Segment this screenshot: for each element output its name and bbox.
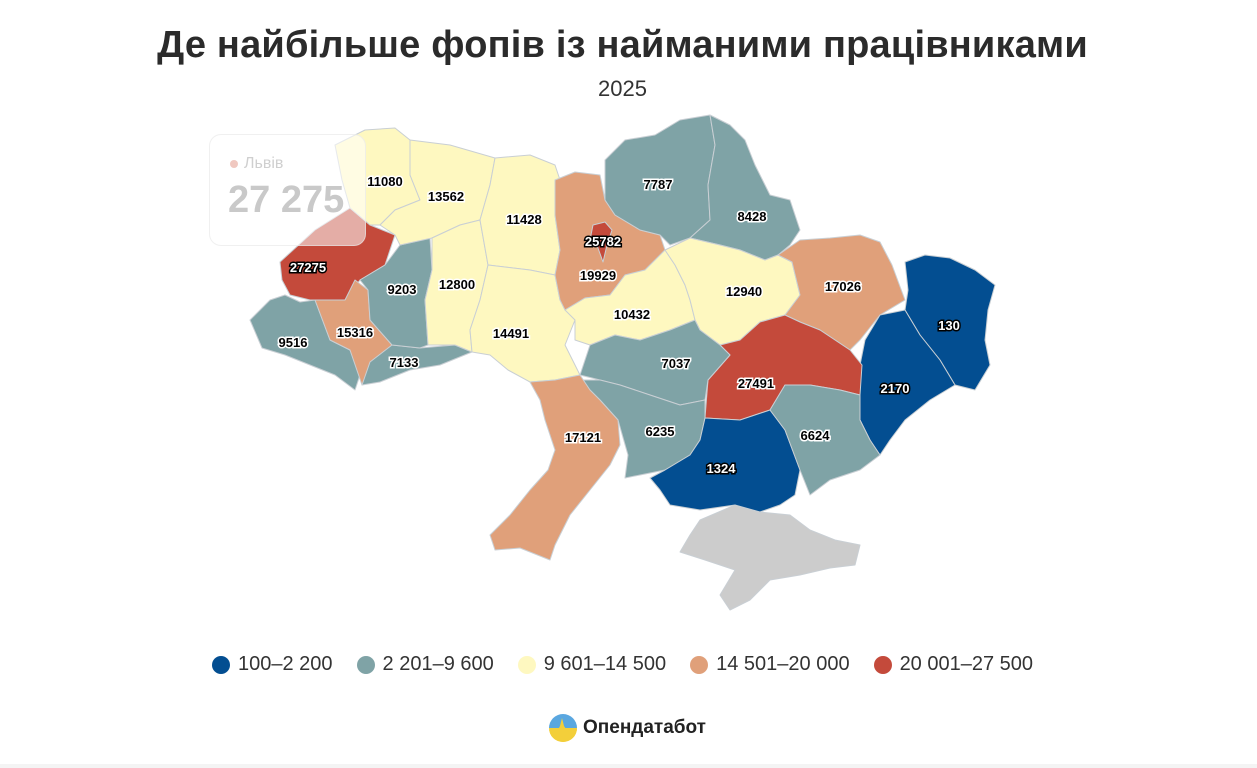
label-zakarpattia: 9516 [279, 335, 308, 350]
region-kharkiv[interactable] [777, 234, 906, 351]
label-cherkasy: 10432 [614, 307, 650, 322]
legend-item-bin1[interactable]: 100–2 200 [211, 653, 333, 676]
legend-dot-icon [356, 655, 375, 674]
label-kyiv-oblast: 19929 [580, 268, 616, 283]
label-ivano-frankivsk: 15316 [337, 325, 373, 340]
legend-label: 20 001–27 500 [899, 653, 1034, 675]
ukraine-map: 11080 13562 11428 25782 19929 7787 8428 … [249, 114, 996, 611]
label-poltava: 12940 [726, 284, 762, 299]
region-kherson[interactable] [649, 409, 801, 513]
legend-item-bin2[interactable]: 2 201–9 600 [356, 653, 494, 676]
label-khmelnytskyi: 12800 [439, 277, 475, 292]
label-dnipro: 27491 [738, 376, 774, 391]
label-luhansk: 130 [938, 318, 960, 333]
legend-item-bin4[interactable]: 14 501–20 000 [690, 653, 850, 676]
label-kherson: 1324 [707, 461, 737, 476]
brand-name: Опендатабот [583, 717, 706, 738]
footer-strip [0, 764, 1257, 768]
label-chernihiv: 7787 [644, 177, 673, 192]
legend-label: 100–2 200 [237, 653, 333, 675]
label-zhytomyr: 11428 [506, 212, 541, 227]
legend-item-bin3[interactable]: 9 601–14 500 [517, 653, 667, 676]
legend-label: 14 501–20 000 [716, 653, 850, 675]
region-tooltip: Львів 27 275 [209, 134, 366, 246]
legend: 100–2 200 2 201–9 600 9 601–14 500 14 50… [0, 653, 1245, 676]
label-volyn: 11080 [367, 174, 402, 189]
label-donetsk: 2170 [881, 381, 910, 396]
legend-item-bin5[interactable]: 20 001–27 500 [873, 653, 1034, 676]
legend-dot-icon [517, 655, 536, 674]
tooltip-region-name: Львів [244, 155, 284, 172]
label-kirovohrad: 7037 [662, 356, 691, 371]
label-kyiv-city: 25782 [585, 234, 621, 249]
region-crimea[interactable] [679, 504, 861, 611]
legend-dot-icon [211, 655, 230, 674]
tooltip-value: 27 275 [228, 179, 345, 221]
chart-title: Де найбільше фопів із найманими працівни… [157, 24, 1088, 66]
region-kyiv-city[interactable] [589, 221, 613, 263]
legend-label: 2 201–9 600 [382, 653, 494, 675]
legend-dot-icon [873, 655, 892, 674]
region-odesa[interactable] [489, 374, 621, 561]
label-kharkiv: 17026 [825, 279, 861, 294]
label-mykolaiv: 6235 [646, 424, 675, 439]
legend-label: 9 601–14 500 [543, 653, 667, 675]
opendatabot-logo-icon [549, 714, 577, 742]
legend-dot-icon [690, 655, 709, 674]
tooltip-color-dot [230, 159, 238, 168]
label-vinnytsia: 14491 [493, 326, 529, 341]
label-sumy: 8428 [738, 209, 767, 224]
label-lviv: 27275 [290, 260, 326, 275]
tooltip-region-row: Львів [230, 155, 283, 173]
chart-subtitle: 2025 [598, 76, 647, 101]
label-ternopil: 9203 [388, 282, 417, 297]
label-rivne: 13562 [428, 189, 464, 204]
label-zaporizhzhia: 6624 [801, 428, 831, 443]
brand: Опендатабот [549, 714, 706, 742]
region-zaporizhzhia[interactable] [769, 384, 881, 496]
label-odesa: 17121 [565, 430, 601, 445]
label-chernivtsi: 7133 [390, 355, 419, 370]
